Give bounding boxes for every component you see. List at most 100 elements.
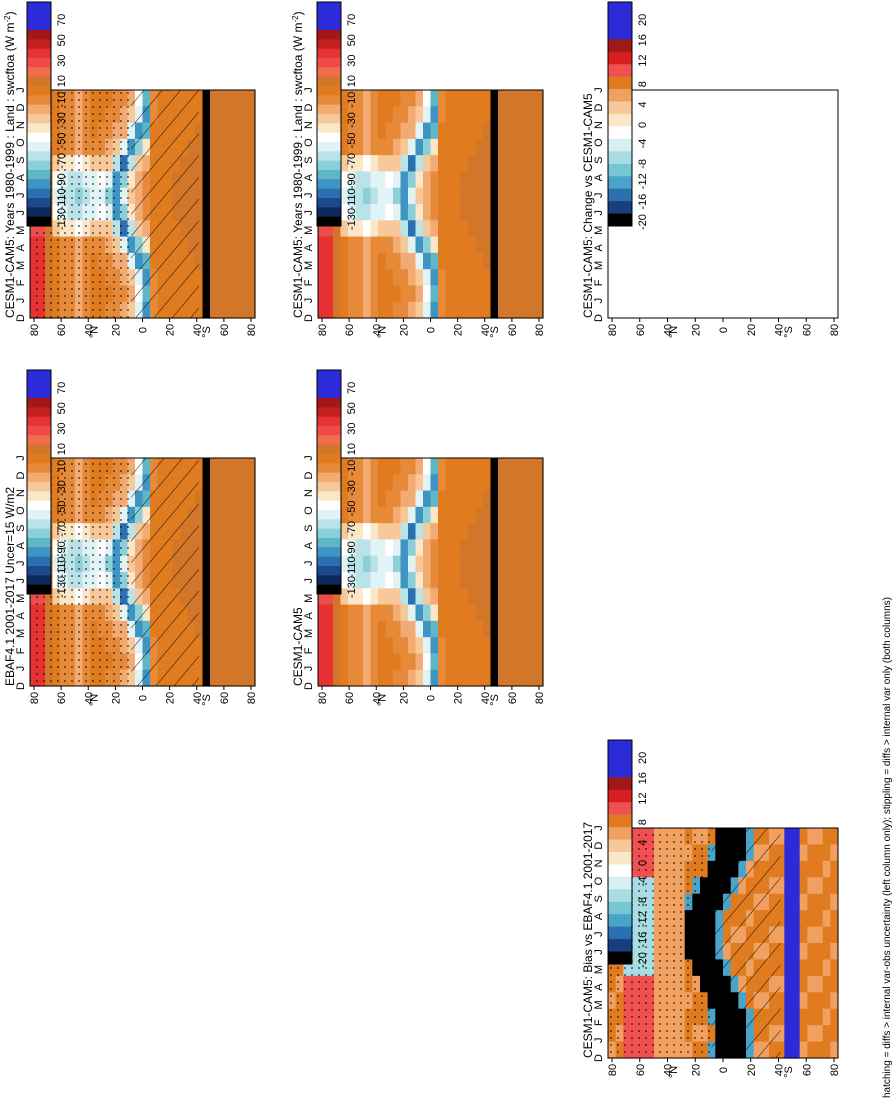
heatmap-cell <box>784 975 793 993</box>
heatmap-cell <box>468 669 477 687</box>
colorbar-segment <box>27 407 51 418</box>
heatmap-cell <box>340 187 349 205</box>
heatmap-cell <box>483 138 492 156</box>
colorbar-segment <box>317 566 341 576</box>
heatmap-cell <box>355 155 364 173</box>
heatmap-cell <box>225 474 234 492</box>
colorbar-segment <box>27 86 51 96</box>
heatmap-cell <box>318 653 327 671</box>
heatmap-cell <box>340 637 349 655</box>
heatmap-cell <box>490 236 499 254</box>
lat-tick-label: 60 <box>219 324 231 336</box>
heatmap-cell <box>247 523 256 541</box>
heatmap-cell <box>505 301 514 319</box>
heatmap-cell <box>217 572 226 589</box>
heatmap-cell <box>408 653 417 671</box>
heatmap-cell <box>348 604 357 622</box>
heatmap-cell <box>535 122 544 140</box>
panel-top-left: 80 60 40 20 0 20 40 60 80°N °SDJFMAMJJASONDJCESM1… <box>3 1 258 338</box>
heatmap-cell <box>460 236 469 254</box>
month-tick-label: J <box>15 455 27 461</box>
lat-tick-label: 60 <box>801 1064 813 1076</box>
heatmap-cell <box>378 653 387 671</box>
heatmap-cell <box>423 269 432 287</box>
heatmap-cell <box>423 653 432 671</box>
heatmap-cell <box>528 669 537 687</box>
heatmap-cell <box>483 204 492 221</box>
heatmap-cell <box>784 943 793 961</box>
heatmap-cell <box>490 220 499 238</box>
month-tick-label: J <box>593 825 605 831</box>
heatmap-cell <box>370 474 379 492</box>
heatmap-cell <box>195 588 204 606</box>
heatmap-cell <box>225 106 234 124</box>
lat-tick-label: 0 <box>426 327 438 333</box>
heatmap-cell <box>535 588 544 606</box>
heatmap-cell <box>408 187 417 205</box>
heatmap-cell <box>363 204 372 221</box>
heatmap-cell <box>355 122 364 140</box>
heatmap-cell <box>348 204 357 221</box>
heatmap-cell <box>468 637 477 655</box>
heatmap-cell <box>483 490 492 508</box>
heatmap-cell <box>408 523 417 541</box>
heatmap-cell <box>340 236 349 254</box>
heatmap-cell <box>445 301 454 319</box>
lat-tick-label: 20 <box>398 692 410 704</box>
heatmap-cell <box>784 1008 793 1026</box>
heatmap-cell <box>468 236 477 254</box>
heatmap-cell <box>438 458 447 475</box>
heatmap-cell <box>535 204 544 221</box>
heatmap-cell <box>792 959 801 977</box>
hatching-overlay <box>131 458 199 686</box>
heatmap-cell <box>535 236 544 254</box>
colorbar-segment <box>317 538 341 548</box>
colorbar-segment <box>27 104 51 115</box>
heatmap-cell <box>423 637 432 655</box>
heatmap-cell <box>498 269 507 287</box>
lat-tick-label: 80 <box>607 1064 619 1076</box>
heatmap-cell <box>232 90 241 107</box>
colorbar-segment <box>27 76 51 87</box>
heatmap-cell <box>217 269 226 287</box>
month-tick-label: M <box>593 226 605 235</box>
heatmap-cell <box>378 474 387 492</box>
heatmap-cell <box>340 106 349 124</box>
heatmap-cell <box>370 220 379 238</box>
heatmap-cell <box>400 187 409 205</box>
heatmap-cell <box>520 572 529 589</box>
heatmap-cell <box>247 122 256 140</box>
heatmap-cell <box>799 877 808 895</box>
heatmap-cell <box>378 252 387 270</box>
heatmap-cell <box>400 122 409 140</box>
heatmap-cell <box>370 171 379 189</box>
colorbar-label: 20 <box>637 14 649 26</box>
colorbar-label: -20 <box>637 214 649 230</box>
heatmap-cell <box>423 506 432 524</box>
heatmap-cell <box>240 539 249 557</box>
heatmap-cell <box>217 490 226 508</box>
hemisphere-north-label: °N <box>89 694 101 706</box>
hemisphere-north-label: °N <box>89 326 101 338</box>
colorbar-segment <box>608 852 632 865</box>
heatmap-cell <box>460 106 469 124</box>
heatmap-cell <box>830 943 839 961</box>
heatmap-cell <box>210 171 219 189</box>
heatmap-cell <box>505 637 514 655</box>
heatmap-cell <box>247 285 256 303</box>
heatmap-cell <box>830 860 839 878</box>
heatmap-cell <box>210 539 219 557</box>
colorbar-frame <box>26 369 52 595</box>
colorbar-label: 0 <box>637 122 649 128</box>
colorbar-label: 50 <box>346 402 358 414</box>
heatmap-cell <box>210 122 219 140</box>
heatmap-cell <box>460 252 469 270</box>
heatmap-cell <box>776 1008 785 1026</box>
heatmap-cell <box>247 106 256 124</box>
heatmap-cell <box>348 588 357 606</box>
heatmap-cell <box>528 204 537 221</box>
heatmap-cell <box>232 187 241 205</box>
month-tick-label: J <box>303 578 315 584</box>
heatmap-cell <box>232 301 241 319</box>
heatmap-cell <box>340 252 349 270</box>
